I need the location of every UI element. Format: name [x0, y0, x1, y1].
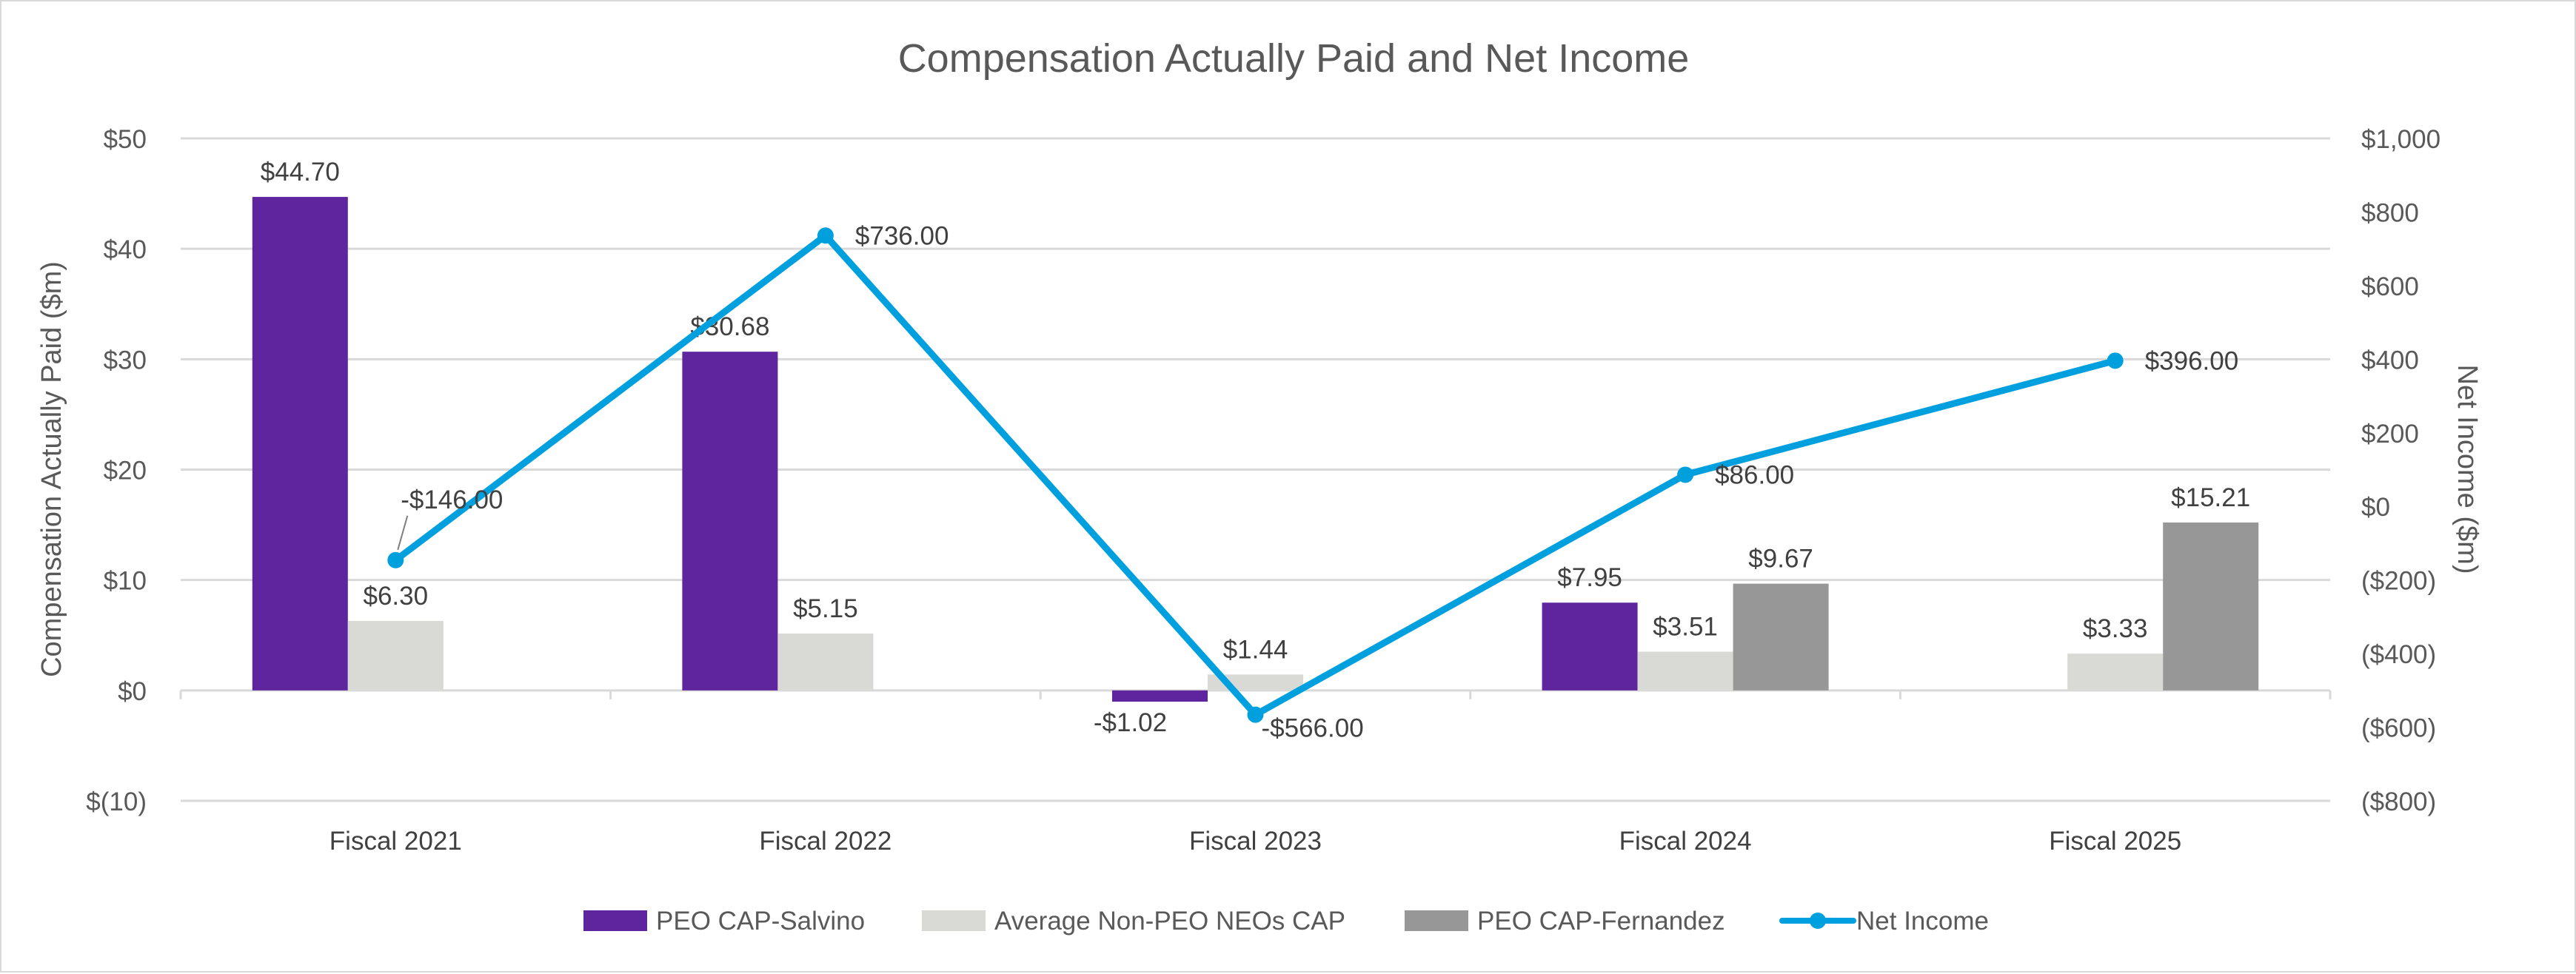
- y2-tick-label: $200: [2361, 420, 2419, 449]
- x-tick-label: Fiscal 2021: [329, 827, 462, 856]
- bar: [1542, 602, 1638, 691]
- y2-tick-label: ($200): [2361, 567, 2436, 596]
- data-label: $5.15: [793, 594, 858, 623]
- bar: [1733, 583, 1829, 691]
- y-tick-label: $(10): [86, 787, 147, 816]
- legend-label: Average Non-PEO NEOs CAP: [994, 907, 1345, 936]
- y2-tick-label: ($600): [2361, 714, 2436, 743]
- data-label: $7.95: [1557, 563, 1622, 592]
- data-label: $396.00: [2145, 346, 2239, 375]
- legend-swatch: [922, 910, 986, 931]
- bar: [347, 620, 444, 691]
- y2-tick-label: $400: [2361, 346, 2419, 375]
- x-tick-label: Fiscal 2023: [1189, 827, 1322, 856]
- x-tick-label: Fiscal 2022: [759, 827, 891, 856]
- bar: [1637, 651, 1733, 691]
- bar: [2067, 654, 2164, 691]
- legend-swatch: [1405, 910, 1468, 931]
- x-tick-label: Fiscal 2025: [2049, 827, 2181, 856]
- bar: [252, 197, 348, 691]
- y-tick-label: $30: [104, 346, 147, 375]
- y2-tick-label: ($400): [2361, 640, 2436, 669]
- y-tick-label: $40: [104, 235, 147, 264]
- y2-tick-label: ($800): [2361, 787, 2436, 816]
- data-label: -$566.00: [1262, 714, 1364, 743]
- line-point: [1677, 466, 1694, 483]
- data-label: $6.30: [364, 582, 429, 611]
- data-label: $86.00: [1715, 460, 1794, 489]
- data-label: $3.33: [2083, 614, 2148, 643]
- y2-tick-label: $600: [2361, 272, 2419, 301]
- y2-tick-label: $1,000: [2361, 125, 2440, 154]
- bar: [682, 352, 778, 691]
- data-label: $15.21: [2171, 483, 2250, 512]
- legend-label: Net Income: [1856, 907, 1989, 936]
- y-tick-label: $50: [104, 125, 147, 154]
- y2-axis-title: Net Income ($m): [2452, 365, 2483, 574]
- legend-label: PEO CAP-Salvino: [656, 907, 865, 936]
- data-label: $736.00: [855, 221, 949, 250]
- legend-label: PEO CAP-Fernandez: [1477, 907, 1725, 936]
- legend-swatch-marker: [1810, 913, 1826, 929]
- x-tick-label: Fiscal 2024: [1619, 827, 1752, 856]
- y-tick-label: $0: [118, 677, 147, 706]
- data-label: -$1.02: [1094, 708, 1167, 737]
- leader-line: [397, 515, 409, 551]
- legend-swatch: [583, 910, 647, 931]
- line-point: [387, 551, 404, 568]
- y-tick-label: $10: [104, 567, 147, 596]
- bar: [1112, 690, 1208, 702]
- bar: [2163, 522, 2259, 691]
- chart-title: Compensation Actually Paid and Net Incom…: [898, 36, 1690, 81]
- line-point: [1247, 706, 1264, 723]
- y2-tick-label: $0: [2361, 493, 2390, 522]
- data-label: -$146.00: [401, 486, 503, 514]
- line-point: [2107, 352, 2124, 369]
- data-label: $3.51: [1653, 612, 1718, 641]
- data-label: $44.70: [261, 158, 340, 187]
- y-tick-label: $20: [104, 457, 147, 486]
- data-label: $9.67: [1748, 545, 1813, 574]
- y2-tick-label: $800: [2361, 198, 2419, 227]
- data-label: $1.44: [1223, 635, 1288, 664]
- bar: [777, 634, 874, 691]
- line-point: [817, 227, 834, 244]
- y-axis-title: Compensation Actually Paid ($m): [36, 261, 67, 677]
